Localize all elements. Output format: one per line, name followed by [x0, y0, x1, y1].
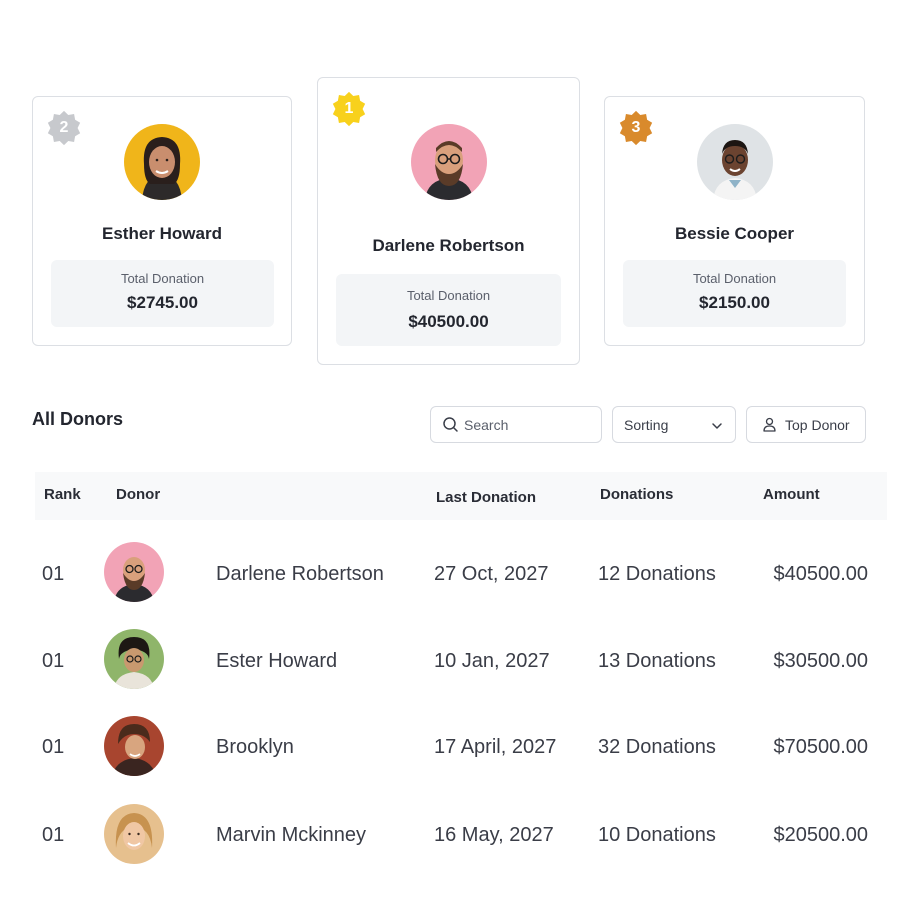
- row-rank: 01: [42, 736, 65, 758]
- row-donation-count: 10 Donations: [598, 824, 716, 846]
- table-row[interactable]: 01 Darlene Robertson 27 Oct, 2027 12 Don…: [0, 532, 922, 612]
- user-icon: [762, 417, 777, 437]
- badge-seal-shape: [47, 110, 81, 146]
- avatar: [104, 716, 164, 776]
- column-header-rank[interactable]: Rank: [44, 486, 81, 503]
- row-donation-count: 12 Donations: [598, 563, 716, 585]
- rank-badge-2: 2: [45, 109, 83, 147]
- row-donor-name: Brooklyn: [216, 736, 294, 758]
- column-header-amount[interactable]: Amount: [763, 486, 820, 503]
- total-donation-box: Total Donation $2150.00: [623, 260, 846, 327]
- podium-card-rank-1[interactable]: 1 Darlene Robertson Total Donation $4050…: [317, 77, 580, 365]
- avatar: [104, 804, 164, 864]
- badge-seal-shape: [619, 110, 653, 146]
- total-donation-value: $2745.00: [127, 293, 198, 312]
- table-header: Rank Donor Last Donation Donations Amoun…: [35, 472, 887, 520]
- top-donor-button[interactable]: Top Donor: [746, 406, 866, 443]
- row-amount: $30500.00: [773, 650, 868, 672]
- row-last-donation: 10 Jan, 2027: [434, 650, 550, 672]
- rank-badge-number: 1: [344, 100, 354, 117]
- table-row[interactable]: 01 Marvin Mckinney 16 May, 2027 10 Donat…: [0, 794, 922, 874]
- search-field[interactable]: [430, 406, 602, 443]
- rank-badge-1: 1: [330, 90, 368, 128]
- chevron-down-icon: [711, 419, 723, 437]
- row-donor-name: Darlene Robertson: [216, 563, 384, 585]
- row-donor-name: Ester Howard: [216, 650, 338, 672]
- row-last-donation: 27 Oct, 2027: [434, 563, 549, 585]
- avatar: [104, 629, 164, 689]
- row-amount: $40500.00: [773, 563, 868, 585]
- row-last-donation: 17 April, 2027: [434, 736, 557, 758]
- total-donation-label: Total Donation: [692, 271, 777, 286]
- podium-name: Esther Howard: [102, 224, 222, 243]
- rank-badge-number: 2: [59, 119, 69, 136]
- total-donation-label: Total Donation: [406, 288, 491, 303]
- table-row[interactable]: 01 Brooklyn 17 April, 2027 32 Donations …: [0, 706, 922, 786]
- row-donor-name: Marvin Mckinney: [216, 824, 367, 846]
- total-donation-value: $2150.00: [699, 293, 770, 312]
- search-icon: [442, 416, 459, 438]
- search-input[interactable]: [464, 415, 594, 435]
- all-donors-title: All Donors: [32, 409, 124, 429]
- row-donation-count: 13 Donations: [598, 650, 716, 672]
- top-donor-label: Top Donor: [785, 417, 850, 433]
- rank-badge-number: 3: [631, 119, 641, 136]
- column-header-last-donation[interactable]: Last Donation: [436, 489, 536, 506]
- row-last-donation: 16 May, 2027: [434, 824, 554, 846]
- avatar: [697, 124, 773, 200]
- podium-name: Darlene Robertson: [372, 236, 525, 255]
- avatar: [411, 124, 487, 200]
- row-amount: $20500.00: [773, 824, 868, 846]
- column-header-donations[interactable]: Donations: [600, 486, 674, 503]
- rank-badge-3: 3: [617, 109, 655, 147]
- sorting-dropdown[interactable]: Sorting: [612, 406, 736, 443]
- row-rank: 01: [42, 650, 65, 672]
- total-donation-box: Total Donation $40500.00: [336, 274, 561, 346]
- sorting-label: Sorting: [624, 417, 669, 433]
- badge-seal-shape: [332, 91, 366, 127]
- row-rank: 01: [42, 563, 65, 585]
- podium-card-rank-3[interactable]: 3 Bessie Cooper Total Donation $2150.00: [604, 96, 865, 346]
- row-donation-count: 32 Donations: [598, 736, 716, 758]
- total-donation-label: Total Donation: [120, 271, 205, 286]
- podium-card-rank-2[interactable]: 2 Esther Howard Total Donation $2745.00: [32, 96, 292, 346]
- podium-name: Bessie Cooper: [674, 224, 795, 243]
- avatar: [124, 124, 200, 200]
- total-donation-box: Total Donation $2745.00: [51, 260, 274, 327]
- total-donation-value: $40500.00: [408, 312, 489, 331]
- column-header-donor[interactable]: Donor: [116, 486, 161, 503]
- avatar: [104, 542, 164, 602]
- row-rank: 01: [42, 824, 65, 846]
- table-row[interactable]: 01 Ester Howard 10 Jan, 2027 13 Donation…: [0, 619, 922, 699]
- row-amount: $70500.00: [773, 736, 868, 758]
